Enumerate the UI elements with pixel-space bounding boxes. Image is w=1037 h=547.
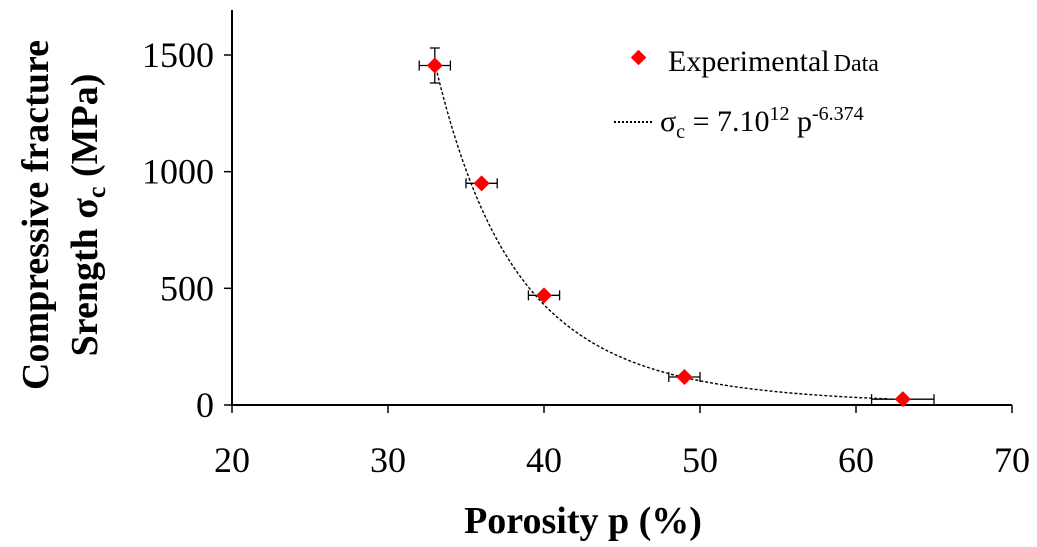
fit-curve-layer <box>434 62 888 400</box>
fit-curve <box>434 62 888 400</box>
x-tick-label: 20 <box>214 440 250 480</box>
y-axis-title-tail: (MPa) <box>64 74 106 187</box>
x-tick-label: 30 <box>370 440 406 480</box>
data-point <box>426 57 443 74</box>
y-axis-title-line1: Compressive fracture <box>15 40 57 390</box>
ticks: 20 30 40 50 60 70 0 500 1000 1500 <box>142 35 1030 480</box>
y-axis-title-sub: c <box>82 187 111 199</box>
legend-label-experimental: Experimental Data <box>668 45 879 78</box>
axes <box>231 10 1012 406</box>
data-point <box>473 175 490 192</box>
x-tick-label: 60 <box>838 440 874 480</box>
y-axis-title-2: Srength σc (MPa) <box>64 74 111 357</box>
legend-item-fit: σc = 7.1012 p-6.374 <box>614 103 864 143</box>
y-axis-title: Compressive fracture <box>15 40 57 390</box>
x-tick-label: 70 <box>994 440 1030 480</box>
y-tick-label: 1500 <box>142 35 214 75</box>
x-axis-title: Porosity p (%) <box>464 500 702 542</box>
data-points <box>426 57 911 408</box>
data-point <box>676 369 693 385</box>
y-tick-label: 0 <box>196 385 214 425</box>
legend-label-fit: σc = 7.1012 p-6.374 <box>660 103 864 143</box>
data-point <box>536 287 552 304</box>
data-point <box>894 391 911 408</box>
legend-item-experimental: Experimental Data <box>630 45 879 78</box>
y-axis-title-line2: Srength σc (MPa) <box>64 74 111 357</box>
legend: Experimental Data σc = 7.1012 p-6.374 <box>614 45 879 143</box>
y-tick-label: 500 <box>160 268 214 308</box>
y-tick-label: 1000 <box>142 152 214 192</box>
legend-diamond-icon <box>630 49 647 66</box>
error-bars <box>418 47 935 405</box>
y-axis-title-main: Srength σ <box>64 198 106 357</box>
x-tick-label: 40 <box>526 440 562 480</box>
x-tick-label: 50 <box>682 440 718 480</box>
